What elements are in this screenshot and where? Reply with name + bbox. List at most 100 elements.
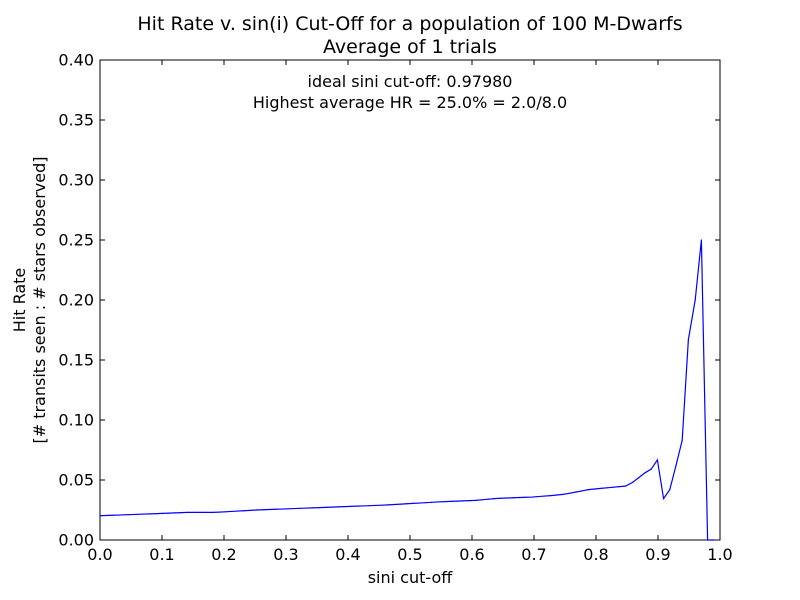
data-point [644, 472, 646, 474]
data-point [186, 511, 189, 513]
data-point [650, 468, 652, 470]
data-point [137, 513, 139, 515]
data-point [356, 505, 358, 507]
data-point [418, 502, 420, 504]
x-tick-label: 1.0 [707, 545, 732, 564]
data-point [675, 465, 677, 467]
data-point [118, 514, 120, 516]
data-point [155, 513, 158, 515]
x-tick-label: 0.6 [459, 545, 484, 564]
chart-title: Hit Rate v. sin(i) Cut-Off for a populat… [137, 13, 682, 35]
data-point [124, 514, 126, 516]
data-point [262, 509, 264, 511]
y-tick-label: 0.15 [58, 351, 94, 370]
data-point [362, 505, 364, 507]
data-point [669, 489, 671, 491]
y-axis-label-line2: [# transits seen : # stars observed] [30, 156, 49, 443]
data-point [343, 506, 345, 508]
data-point [400, 503, 402, 505]
x-tick-label: 0.3 [273, 545, 298, 564]
x-tick-label: 0.1 [149, 545, 174, 564]
annotation-highest-hr: Highest average HR = 25.0% = 2.0/8.0 [253, 93, 567, 112]
hit-rate-series-points [99, 239, 715, 541]
data-point [105, 514, 107, 517]
data-point [312, 507, 314, 509]
data-point [180, 512, 182, 514]
data-point [450, 500, 452, 502]
plot-frame [99, 59, 721, 541]
annotation-ideal-cutoff: ideal sini cut-off: 0.97980 [308, 72, 513, 91]
data-point [687, 339, 689, 341]
data-point [174, 512, 176, 514]
data-point [694, 299, 696, 301]
data-point [638, 477, 640, 479]
data-point [249, 509, 251, 511]
data-point [543, 495, 546, 497]
x-tick-label: 0.7 [521, 545, 546, 564]
data-point [406, 503, 408, 505]
data-point [131, 513, 133, 516]
data-point [487, 498, 489, 500]
data-point [493, 498, 495, 500]
x-tick-label: 0.8 [583, 545, 608, 564]
y-axis: 0.00 0.05 0.10 0.15 0.20 0.25 0.30 0.35 0.40 [58, 51, 720, 550]
data-point [618, 486, 621, 488]
data-point [243, 510, 245, 512]
data-point [587, 489, 590, 491]
data-point [412, 502, 414, 504]
data-point [206, 511, 208, 513]
data-point [525, 496, 527, 498]
data-point [612, 486, 614, 488]
data-point [212, 511, 214, 513]
data-point [168, 512, 170, 514]
data-point [444, 501, 446, 503]
x-tick-label: 0.0 [87, 545, 112, 564]
data-point [569, 492, 571, 494]
data-point [625, 485, 627, 487]
data-point [193, 511, 195, 513]
data-point [550, 495, 552, 497]
y-tick-label: 0.10 [58, 411, 94, 430]
y-tick-label: 0.30 [58, 171, 94, 190]
data-point [331, 506, 333, 508]
data-point [707, 539, 709, 541]
data-point [562, 493, 564, 495]
data-point [305, 507, 308, 509]
data-point [199, 511, 202, 513]
data-point [512, 497, 515, 499]
data-point [431, 501, 433, 503]
data-point [531, 496, 533, 498]
y-tick-label: 0.35 [58, 111, 94, 130]
x-tick-label: 0.9 [645, 545, 670, 564]
y-tick-label: 0.25 [58, 231, 94, 250]
data-point [462, 500, 464, 502]
data-point [281, 508, 283, 510]
plot-area: 0.0 0.1 0.2 0.3 0.4 0.5 0.6 0.7 0.8 0.9 1.0 0.000.… [58, 51, 732, 565]
data-point [424, 502, 427, 504]
y-tick-label: 0.00 [58, 531, 94, 550]
data-point [325, 506, 327, 508]
data-point [268, 508, 270, 511]
data-point [600, 487, 602, 489]
data-point [256, 509, 258, 511]
data-point [230, 510, 233, 513]
x-tick-label: 0.5 [397, 545, 422, 564]
chart-subtitle: Average of 1 trials [323, 36, 497, 58]
data-point [581, 490, 583, 492]
data-point [99, 515, 101, 517]
data-point [224, 511, 226, 513]
data-point [162, 512, 164, 514]
y-tick-label: 0.20 [58, 291, 94, 310]
data-point [606, 487, 608, 489]
data-point [387, 504, 389, 506]
data-point [468, 500, 471, 502]
data-point [437, 501, 439, 503]
data-point [631, 481, 634, 483]
y-tick-label: 0.40 [58, 51, 94, 70]
data-point [662, 498, 665, 500]
data-point [299, 507, 301, 509]
data-point [575, 491, 577, 493]
data-point [287, 508, 289, 510]
data-point [681, 439, 683, 441]
